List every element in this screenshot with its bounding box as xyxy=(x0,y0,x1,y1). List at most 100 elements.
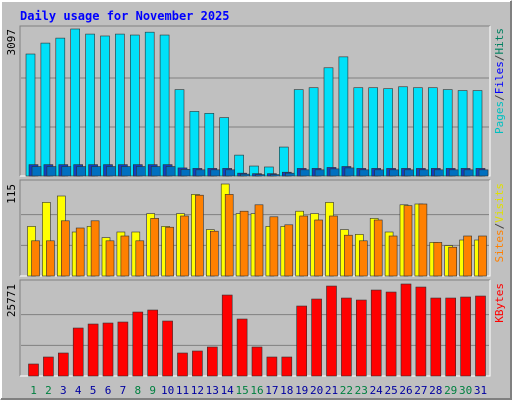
bar xyxy=(448,169,459,177)
bar xyxy=(359,169,370,177)
x-tick-label: 31 xyxy=(474,384,487,397)
bar xyxy=(210,230,219,277)
bar xyxy=(448,246,458,277)
bar xyxy=(403,205,413,277)
bar xyxy=(150,218,159,277)
x-tick-label: 12 xyxy=(191,384,204,397)
legend-entry: Files xyxy=(493,61,506,94)
bar xyxy=(144,31,155,177)
bar xyxy=(105,240,115,277)
bar xyxy=(132,311,144,377)
bar xyxy=(284,224,294,277)
x-tick-label: 13 xyxy=(206,384,219,397)
bar xyxy=(236,318,248,377)
bar xyxy=(463,235,472,277)
bar xyxy=(433,169,444,177)
bar xyxy=(180,215,189,277)
legend-separator: / xyxy=(493,94,506,101)
x-tick-label: 11 xyxy=(176,384,189,397)
bar xyxy=(355,299,367,377)
bar xyxy=(75,227,85,277)
chart-title: Daily usage for November 2025 xyxy=(20,9,230,23)
bar xyxy=(463,169,474,177)
x-tick-label: 26 xyxy=(399,384,412,397)
bar xyxy=(293,89,304,177)
bar xyxy=(472,90,483,177)
bar xyxy=(121,166,131,177)
bar xyxy=(251,346,263,377)
bar xyxy=(195,194,204,277)
bar xyxy=(225,169,235,177)
bar xyxy=(192,350,203,377)
bar xyxy=(55,37,66,177)
bar xyxy=(385,291,397,377)
legend: KBytes xyxy=(493,283,506,323)
bar xyxy=(374,169,385,177)
bar xyxy=(70,28,80,177)
bar xyxy=(442,89,453,177)
bar xyxy=(61,166,72,177)
bar xyxy=(344,167,355,177)
y-tick-label: 25771 xyxy=(5,284,18,317)
bar xyxy=(76,166,86,177)
bar xyxy=(240,173,250,177)
bar xyxy=(269,216,279,277)
legend-entry: Sites xyxy=(493,229,506,262)
legend: Pages/Files/Hits xyxy=(493,28,506,134)
bar xyxy=(338,56,349,177)
bar xyxy=(358,240,368,277)
bar xyxy=(165,166,176,177)
bar xyxy=(413,87,423,177)
bar xyxy=(72,327,84,377)
bar xyxy=(404,169,414,177)
bar xyxy=(278,146,289,177)
bar xyxy=(162,320,173,377)
x-tick-label: 30 xyxy=(459,384,472,397)
x-tick-label: 18 xyxy=(280,384,293,397)
bar xyxy=(329,215,338,277)
panel-edge-light xyxy=(20,280,491,377)
bar xyxy=(87,323,99,377)
panel-edge-dark xyxy=(19,179,490,276)
x-tick-label: 14 xyxy=(221,384,235,397)
bar xyxy=(106,166,116,177)
x-tick-label: 19 xyxy=(295,384,308,397)
x-tick-label: 24 xyxy=(370,384,384,397)
panel-edge-dark xyxy=(19,25,490,176)
bar xyxy=(40,42,51,177)
bar xyxy=(180,169,191,177)
legend-entry: Hits xyxy=(493,28,506,55)
x-tick-label: 9 xyxy=(149,384,156,397)
bar xyxy=(46,240,55,277)
bar xyxy=(284,172,295,177)
bar xyxy=(91,166,101,177)
bar xyxy=(189,111,200,177)
bar xyxy=(221,294,233,377)
bar xyxy=(270,174,280,177)
x-tick-label: 2 xyxy=(45,384,52,397)
bar xyxy=(445,297,457,377)
x-tick-label: 4 xyxy=(75,384,82,397)
bar xyxy=(418,203,428,277)
bar xyxy=(415,286,427,377)
bar xyxy=(353,87,364,177)
x-tick-label: 10 xyxy=(161,384,174,397)
x-tick-label: 28 xyxy=(429,384,442,397)
legend-separator: / xyxy=(493,55,506,62)
bar xyxy=(31,240,40,277)
x-tick-label: 29 xyxy=(444,384,457,397)
bar xyxy=(314,169,325,177)
x-tick-label: 7 xyxy=(120,384,127,397)
panel-edge-dark xyxy=(19,279,490,376)
bar xyxy=(135,240,145,277)
x-tick-label: 15 xyxy=(235,384,248,397)
bar xyxy=(195,169,206,177)
bar xyxy=(430,297,442,377)
bar xyxy=(254,204,264,277)
bar xyxy=(120,235,130,277)
bar xyxy=(329,168,340,177)
y-tick-label: 115 xyxy=(5,184,18,204)
